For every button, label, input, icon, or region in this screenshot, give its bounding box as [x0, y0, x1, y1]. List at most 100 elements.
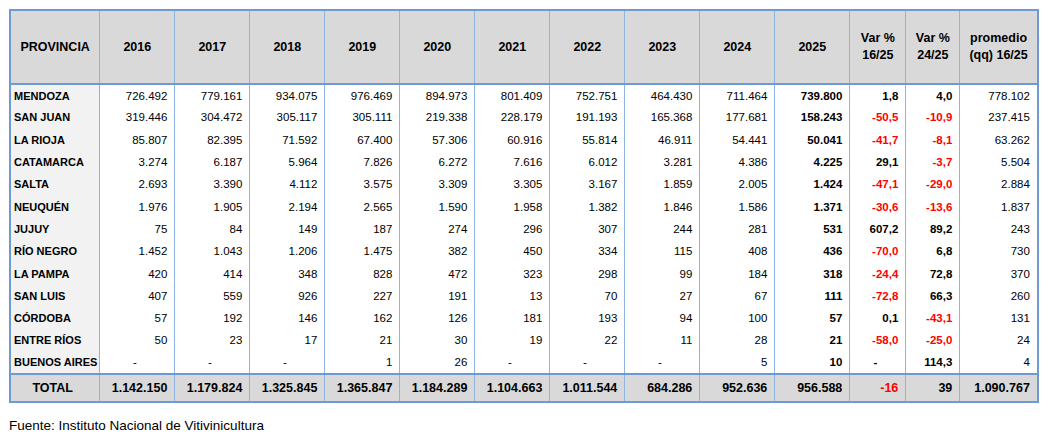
- cell-2020: 894.973: [400, 84, 475, 106]
- cell-2018: 5.964: [250, 151, 325, 173]
- cell-var-16-25: -41,7: [850, 129, 906, 151]
- province-label: LA PAMPA: [10, 262, 100, 284]
- cell-2025: 57: [775, 307, 850, 329]
- cell-2023: 46.911: [625, 129, 700, 151]
- cell-var-16-25: -: [850, 352, 906, 374]
- cell-var-24-25: 89,2: [906, 218, 960, 240]
- cell-2023: 464.430: [625, 84, 700, 106]
- cell-var-24-25: 39: [906, 374, 960, 402]
- column-header-promedio-qq-16-25: promedio (qq) 16/25: [960, 10, 1038, 84]
- cell-2021: 1.958: [475, 195, 550, 217]
- province-label: ENTRE RÍOS: [10, 329, 100, 351]
- cell-promedio: 1.837: [960, 195, 1038, 217]
- column-header-2019: 2019: [325, 10, 400, 84]
- cell-2020: 191: [400, 285, 475, 307]
- cell-2018: 1.206: [250, 240, 325, 262]
- cell-2023: 1.859: [625, 173, 700, 195]
- cell-2021: 228.179: [475, 106, 550, 128]
- cell-2018: 926: [250, 285, 325, 307]
- province-label: JUJUY: [10, 218, 100, 240]
- cell-2019: 1.365.847: [325, 374, 400, 402]
- cell-promedio: 5.504: [960, 151, 1038, 173]
- province-label: CATAMARCA: [10, 151, 100, 173]
- cell-2021: 60.916: [475, 129, 550, 151]
- cell-promedio: 237.415: [960, 106, 1038, 128]
- cell-var-16-25: -16: [850, 374, 906, 402]
- cell-2016: 3.274: [100, 151, 175, 173]
- cell-2019: 828: [325, 262, 400, 284]
- cell-2023: 94: [625, 307, 700, 329]
- cell-var-24-25: -29,0: [906, 173, 960, 195]
- cell-2021: 296: [475, 218, 550, 240]
- cell-2018: 149: [250, 218, 325, 240]
- cell-var-16-25: 29,1: [850, 151, 906, 173]
- cell-var-24-25: -8,1: [906, 129, 960, 151]
- cell-2024: 408: [700, 240, 775, 262]
- table-row-total: TOTAL1.142.1501.179.8241.325.8451.365.84…: [10, 374, 1038, 402]
- cell-2024: 177.681: [700, 106, 775, 128]
- province-label: SAN LUIS: [10, 285, 100, 307]
- cell-2016: 407: [100, 285, 175, 307]
- cell-promedio: 2.884: [960, 173, 1038, 195]
- cell-2020: 1.590: [400, 195, 475, 217]
- cell-2022: 3.167: [550, 173, 625, 195]
- cell-var-24-25: -10,9: [906, 106, 960, 128]
- cell-2019: 227: [325, 285, 400, 307]
- cell-2021: 7.616: [475, 151, 550, 173]
- cell-2022: -: [550, 352, 625, 374]
- cell-2023: 1.846: [625, 195, 700, 217]
- cell-2020: 26: [400, 352, 475, 374]
- cell-var-16-25: 1,8: [850, 84, 906, 106]
- cell-2017: 304.472: [175, 106, 250, 128]
- table-row-buenos-aires: BUENOS AIRES---126---510-114,34: [10, 352, 1038, 374]
- column-header-2018: 2018: [250, 10, 325, 84]
- cell-2017: 1.905: [175, 195, 250, 217]
- cell-2020: 57.306: [400, 129, 475, 151]
- cell-2025: 158.243: [775, 106, 850, 128]
- cell-2020: 3.309: [400, 173, 475, 195]
- cell-2018: 71.592: [250, 129, 325, 151]
- column-header-2024: 2024: [700, 10, 775, 84]
- cell-2025: 436: [775, 240, 850, 262]
- cell-promedio: 260: [960, 285, 1038, 307]
- province-label: MENDOZA: [10, 84, 100, 106]
- cell-2022: 55.814: [550, 129, 625, 151]
- cell-var-16-25: -30,6: [850, 195, 906, 217]
- cell-2016: 726.492: [100, 84, 175, 106]
- cell-var-24-25: -13,6: [906, 195, 960, 217]
- table-row-cordoba: CÓRDOBA5719214616212618119394100570,1-43…: [10, 307, 1038, 329]
- table-row-la-rioja: LA RIOJA85.80782.39571.59267.40057.30660…: [10, 129, 1038, 151]
- column-header-2020: 2020: [400, 10, 475, 84]
- cell-2017: 3.390: [175, 173, 250, 195]
- cell-2024: 67: [700, 285, 775, 307]
- cell-2019: 3.575: [325, 173, 400, 195]
- cell-2016: 1.976: [100, 195, 175, 217]
- cell-2020: 126: [400, 307, 475, 329]
- cell-2021: 13: [475, 285, 550, 307]
- cell-var-16-25: -72,8: [850, 285, 906, 307]
- cell-2025: 111: [775, 285, 850, 307]
- column-header-2016: 2016: [100, 10, 175, 84]
- cell-promedio: 131: [960, 307, 1038, 329]
- cell-2019: 162: [325, 307, 400, 329]
- province-label: SALTA: [10, 173, 100, 195]
- cell-var-16-25: -58,0: [850, 329, 906, 351]
- cell-2016: 319.446: [100, 106, 175, 128]
- cell-2019: 305.111: [325, 106, 400, 128]
- cell-var-16-25: 607,2: [850, 218, 906, 240]
- column-header-provincia: PROVINCIA: [10, 10, 100, 84]
- cell-2021: 19: [475, 329, 550, 351]
- table-row-entre-rios: ENTRE RÍOS50231721301922112821-58,0-25,0…: [10, 329, 1038, 351]
- column-header-2023: 2023: [625, 10, 700, 84]
- cell-2022: 22: [550, 329, 625, 351]
- total-label: TOTAL: [10, 374, 100, 402]
- cell-2021: 801.409: [475, 84, 550, 106]
- cell-2025: 21: [775, 329, 850, 351]
- cell-2023: 3.281: [625, 151, 700, 173]
- cell-2022: 752.751: [550, 84, 625, 106]
- cell-var-16-25: -50,5: [850, 106, 906, 128]
- cell-2018: 2.194: [250, 195, 325, 217]
- cell-2020: 1.184.289: [400, 374, 475, 402]
- column-header-2017: 2017: [175, 10, 250, 84]
- cell-2025: 531: [775, 218, 850, 240]
